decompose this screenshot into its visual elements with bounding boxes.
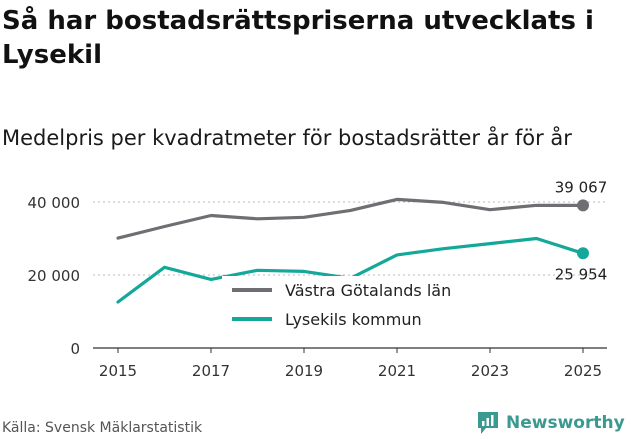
y-tick-label: 20 000 [28, 267, 81, 285]
end-value-label: 25 954 [555, 265, 608, 283]
x-tick-label: 2017 [192, 362, 230, 380]
x-tick-label: 2015 [99, 362, 137, 380]
x-tick-label: 2021 [378, 362, 416, 380]
series-end-marker [577, 199, 589, 212]
legend-background [222, 276, 488, 336]
brand-name: Newsworthy [506, 413, 625, 433]
x-tick-label: 2025 [564, 362, 602, 380]
newsworthy-logo-icon [478, 412, 498, 434]
y-tick-label: 0 [70, 340, 80, 358]
end-value-label: 39 067 [555, 178, 608, 196]
series-end-marker [577, 247, 589, 260]
series-line-1 [116, 197, 585, 240]
legend-label: Västra Götalands län [285, 281, 451, 300]
y-tick-label: 40 000 [28, 194, 81, 212]
chart-subtitle: Medelpris per kvadratmeter för bostadsrä… [2, 126, 572, 150]
page-title: Så har bostadsrättspriserna utvecklats i… [2, 6, 594, 70]
x-tick-label: 2019 [285, 362, 323, 380]
source-note: Källa: Svensk Mäklarstatistik [2, 420, 203, 436]
x-tick-label: 2023 [471, 362, 509, 380]
brand-logo: Newsworthy [476, 409, 625, 437]
legend-label: Lysekils kommun [285, 310, 422, 329]
